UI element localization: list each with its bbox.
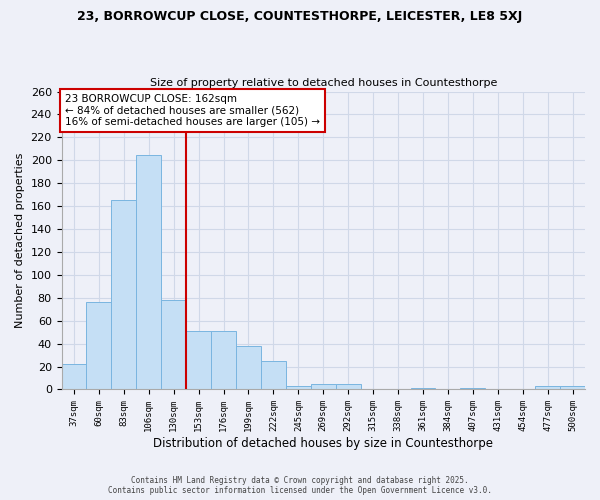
- X-axis label: Distribution of detached houses by size in Countesthorpe: Distribution of detached houses by size …: [153, 437, 493, 450]
- Bar: [261, 361, 286, 390]
- Title: Size of property relative to detached houses in Countesthorpe: Size of property relative to detached ho…: [149, 78, 497, 88]
- Text: 23 BORROWCUP CLOSE: 162sqm
← 84% of detached houses are smaller (562)
16% of sem: 23 BORROWCUP CLOSE: 162sqm ← 84% of deta…: [65, 94, 320, 127]
- Bar: [460, 388, 485, 390]
- Bar: [236, 346, 261, 390]
- Bar: [211, 331, 236, 390]
- Bar: [286, 386, 311, 390]
- Y-axis label: Number of detached properties: Number of detached properties: [15, 153, 25, 328]
- Bar: [311, 384, 336, 390]
- Text: Contains HM Land Registry data © Crown copyright and database right 2025.
Contai: Contains HM Land Registry data © Crown c…: [108, 476, 492, 495]
- Bar: [336, 384, 361, 390]
- Bar: [161, 300, 186, 390]
- Bar: [136, 154, 161, 390]
- Text: 23, BORROWCUP CLOSE, COUNTESTHORPE, LEICESTER, LE8 5XJ: 23, BORROWCUP CLOSE, COUNTESTHORPE, LEIC…: [77, 10, 523, 23]
- Bar: [186, 331, 211, 390]
- Bar: [560, 386, 585, 390]
- Bar: [62, 364, 86, 390]
- Bar: [410, 388, 436, 390]
- Bar: [535, 386, 560, 390]
- Bar: [86, 302, 112, 390]
- Bar: [112, 200, 136, 390]
